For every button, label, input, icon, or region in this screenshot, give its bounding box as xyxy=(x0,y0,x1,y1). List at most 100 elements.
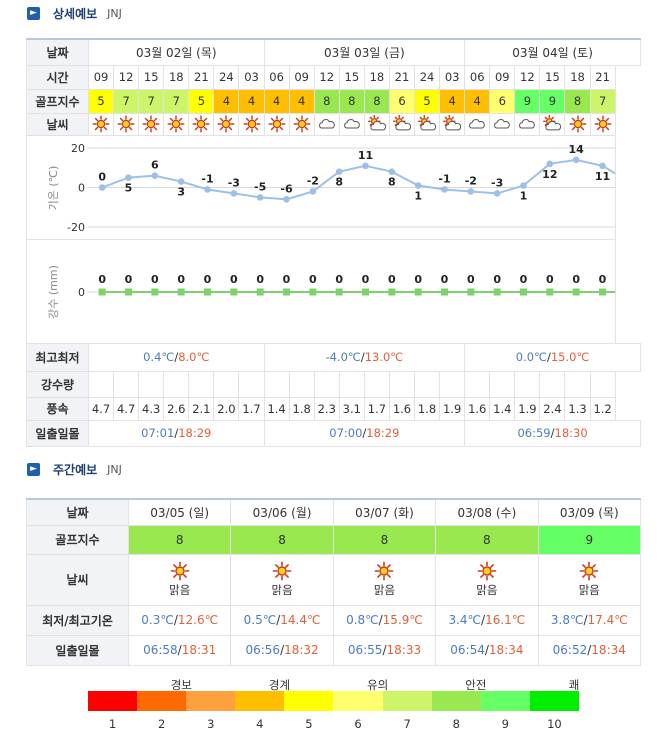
data-label: -2 xyxy=(307,174,319,187)
section-location: JNJ xyxy=(107,462,122,476)
weather-cell xyxy=(213,112,240,136)
weekly-weather-row: 날씨 맑음 맑음 맑음 맑음 맑음 xyxy=(26,553,642,606)
time-cell: 12 xyxy=(514,64,541,90)
sunrise-time: 06:56 xyxy=(245,643,281,657)
data-label: 14 xyxy=(569,142,585,155)
weekly-golf-cell: 9 xyxy=(537,524,642,555)
partly-cloudy-icon xyxy=(392,115,411,131)
data-point xyxy=(204,185,211,193)
data-point xyxy=(98,183,106,191)
time-cell: 06 xyxy=(464,64,491,90)
legend-swatch xyxy=(235,691,285,711)
golf-index-cell: 4 xyxy=(288,88,315,114)
weather-text: 맑음 xyxy=(271,583,293,597)
rain-amount-cell xyxy=(263,370,290,398)
weekly-sun-cell: 06:55/18:33 xyxy=(332,634,437,666)
min-max-label: 최고최저 xyxy=(26,342,89,372)
sunset-time: 18:32 xyxy=(284,643,319,657)
rain-amount-cell xyxy=(188,370,215,398)
wind-cell: 2.1 xyxy=(188,396,215,421)
legend-number: 9 xyxy=(501,717,510,731)
weekly-temp-row: 최저/최고기온 0.3℃/12.6℃ 0.5℃/14.4℃ 0.8℃/15.9℃ 3.4… xyxy=(26,604,642,636)
data-point xyxy=(177,288,185,295)
wind-cell: 1.2 xyxy=(589,396,616,421)
data-point xyxy=(493,288,501,295)
sun-icon xyxy=(217,115,235,133)
data-label: 5 xyxy=(125,181,133,194)
wind-cell: 1.9 xyxy=(439,396,466,421)
time-cell: 03 xyxy=(439,64,466,90)
rain-amount-label: 강수량 xyxy=(26,370,89,398)
golf-index-cell: 4 xyxy=(213,88,240,114)
data-label: 8 xyxy=(388,175,396,188)
weekly-weather-label: 날씨 xyxy=(26,553,129,606)
time-cell: 21 xyxy=(589,64,616,90)
sun-icon xyxy=(272,561,292,581)
rain-amount-cell xyxy=(464,370,491,398)
weather-text: 맑음 xyxy=(476,583,498,597)
time-cell: 12 xyxy=(113,64,140,90)
sunrise-time: 06:58 xyxy=(143,643,178,657)
wind-cell: 2.4 xyxy=(539,396,566,421)
golf-index-cell: 8 xyxy=(313,88,340,114)
time-cell: 09 xyxy=(87,64,115,90)
golf-index-cell: 7 xyxy=(589,88,616,114)
rain-amount-cell xyxy=(414,370,441,398)
data-point xyxy=(335,288,343,295)
time-cell: 15 xyxy=(138,64,165,90)
high-temp: 12.6℃ xyxy=(177,613,219,627)
data-point xyxy=(283,288,290,295)
precipitation-chart: 0 강수 (mm) 0 0 0 0 0 0 0 0 0 0 0 0 0 0 0 0 0 0 0 0 0 xyxy=(26,238,616,344)
legend-number: 7 xyxy=(403,717,411,731)
section-location: JNJ xyxy=(107,6,122,20)
time-cell: 18 xyxy=(564,64,591,90)
weekly-golf-row: 골프지수 8 8 8 8 9 xyxy=(26,524,642,555)
time-label: 시간 xyxy=(26,64,89,90)
legend-swatch xyxy=(529,691,579,711)
time-cell: 09 xyxy=(288,64,315,90)
weekly-date-label: 날짜 xyxy=(26,498,129,526)
sun-icon xyxy=(569,115,586,133)
weekly-temp-cell: 3.4℃/16.1℃ xyxy=(435,604,539,636)
golf-index-cell: 6 xyxy=(388,88,416,114)
data-point xyxy=(520,288,527,295)
chevron-right-icon: ► xyxy=(27,462,40,476)
weather-cell xyxy=(238,112,265,136)
sunrise-time: 07:01 xyxy=(141,426,175,440)
weather-cell xyxy=(363,112,390,136)
partly-cloudy-icon xyxy=(543,115,562,131)
rain-amount-cell xyxy=(439,370,466,398)
golf-index-cell: 8 xyxy=(564,88,591,114)
data-point xyxy=(599,288,606,295)
data-label: -3 xyxy=(491,176,503,189)
golf-index-cell: 6 xyxy=(489,88,516,114)
weekly-weather-cell: 맑음 xyxy=(435,553,539,606)
precipitation-row: 0 강수 (mm) 0 0 0 0 0 0 0 0 0 0 0 0 0 0 0 0 0 0 0 0 0 xyxy=(26,238,641,344)
legend-number: 10 xyxy=(547,717,562,731)
weekly-forecast-header: ► 주간예보 JNJ xyxy=(27,461,122,477)
sun-icon xyxy=(477,561,497,581)
data-point xyxy=(388,167,396,175)
high-temp: 16.1℃ xyxy=(485,613,526,627)
weather-label: 날씨 xyxy=(26,112,89,136)
data-label: 0 xyxy=(520,273,528,286)
wind-cell: 1.7 xyxy=(363,396,390,421)
precipitation-chart-svg: 0강수 (mm) 0 0 0 0 0 0 0 0 0 0 0 0 0 0 0 0 0 0 0 0 0 xyxy=(47,265,615,318)
sunrise-sunset-cell: 06:59/18:30 xyxy=(464,419,641,447)
sunrise-sunset-row: 일출일몰 07:01/18:29 07:00/18:29 06:59/18:30 xyxy=(26,419,641,447)
weekly-golf-cell: 8 xyxy=(230,524,334,555)
golf-index-cell: 7 xyxy=(163,88,190,114)
time-cell: 21 xyxy=(388,64,416,90)
data-label: 0 xyxy=(125,273,133,286)
legend-swatch xyxy=(137,691,187,711)
weekly-sun-row: 일출일몰 06:58/18:31 06:56/18:32 06:55/18:33 06:… xyxy=(26,634,642,666)
data-point xyxy=(309,187,317,195)
golf-index-legend: 경보경계유의안전쾌적12345678910 xyxy=(88,677,579,731)
sunrise-sunset-label: 일출일몰 xyxy=(26,419,89,447)
time-row: 시간 09 12 15 18 21 24 03 06 09 12 15 18 21 24 03 06 09 12 15… xyxy=(26,64,641,90)
day-header: 03월 03일 (금) xyxy=(263,38,466,66)
time-cell: 24 xyxy=(213,64,240,90)
rain-amount-cell xyxy=(589,370,616,398)
wind-cell: 1.9 xyxy=(514,396,541,421)
sun-icon xyxy=(167,115,185,133)
